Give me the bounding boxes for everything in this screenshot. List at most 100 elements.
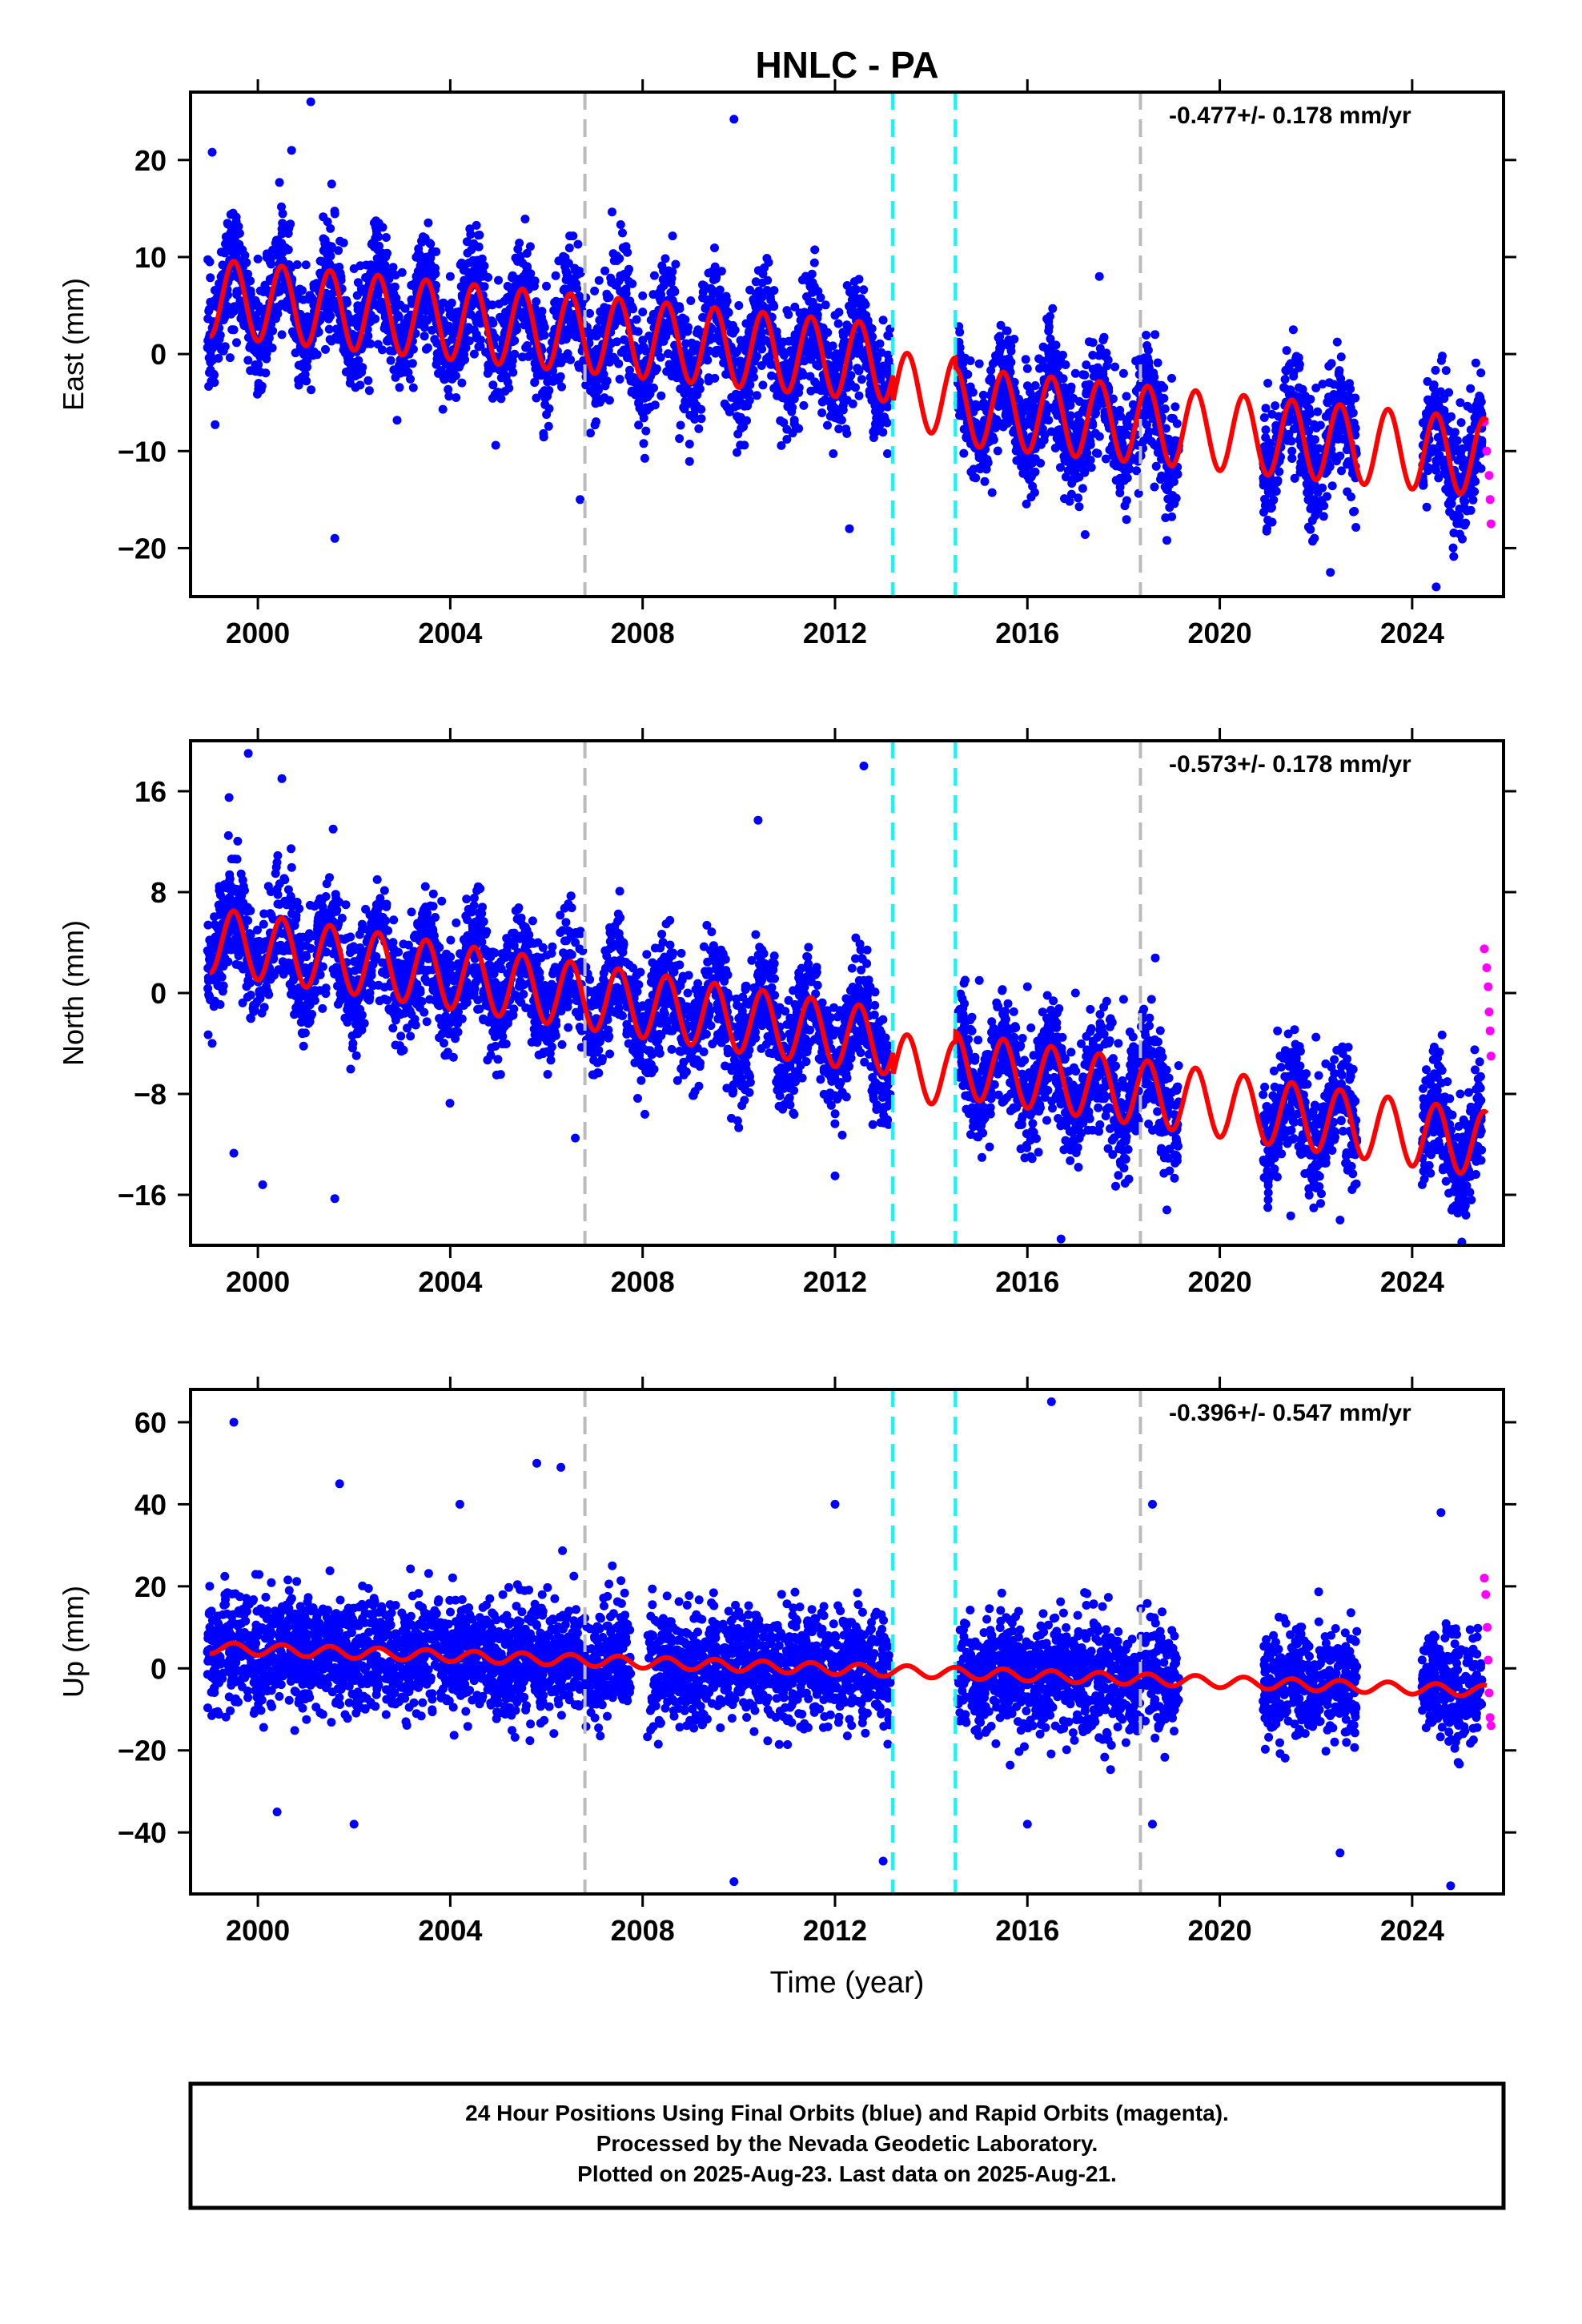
east-final-point: [641, 426, 651, 436]
east-final-point: [1282, 366, 1291, 376]
east-final-point: [1060, 494, 1069, 504]
east-final-point: [829, 449, 838, 458]
east-final-point: [1091, 364, 1101, 374]
east-final-point: [791, 422, 801, 432]
east-final-point: [474, 231, 483, 240]
north-final-point: [751, 930, 761, 939]
east-final-point: [501, 372, 511, 381]
east-final-point: [810, 377, 820, 387]
east-final-point: [560, 258, 569, 267]
east-final-point: [757, 361, 766, 370]
east-final-point: [662, 367, 672, 376]
east-final-point: [620, 335, 629, 344]
east-final-point: [346, 365, 355, 375]
east-final-point: [634, 390, 644, 400]
east-final-point: [1468, 495, 1478, 505]
east-final-point: [1335, 451, 1345, 460]
east-y-tick-label: −20: [118, 532, 167, 565]
east-final-point: [205, 257, 215, 267]
east-final-point: [488, 319, 498, 328]
east-final-point: [833, 414, 842, 424]
east-final-point: [752, 289, 761, 299]
east-final-point: [1324, 392, 1334, 402]
east-final-point: [286, 219, 295, 229]
east-final-point: [1427, 395, 1436, 404]
east-final-point: [1327, 359, 1336, 368]
east-final-point: [733, 448, 741, 457]
east-final-point: [1260, 494, 1270, 504]
east-y-tick-label: 20: [135, 144, 167, 177]
east-final-point: [392, 416, 402, 425]
east-final-point: [604, 292, 614, 302]
east-final-point: [639, 413, 648, 423]
east-final-point: [600, 393, 609, 403]
east-final-point: [1455, 505, 1464, 513]
east-final-point: [567, 281, 576, 291]
east-final-point: [731, 348, 741, 358]
east-final-point: [436, 366, 446, 376]
east-final-point: [319, 234, 328, 243]
east-final-point: [302, 325, 311, 335]
east-final-point: [750, 300, 760, 309]
east-final-point: [661, 254, 670, 263]
east-final-point: [279, 284, 288, 294]
east-final-point: [1167, 469, 1177, 479]
east-final-point: [1284, 390, 1294, 400]
east-final-point: [448, 329, 458, 339]
east-final-point: [659, 336, 669, 346]
east-final-point: [1022, 406, 1031, 416]
east-final-point: [778, 337, 788, 347]
east-final-point: [229, 325, 239, 335]
east-final-point: [710, 373, 720, 383]
east-final-point: [203, 314, 213, 324]
east-final-point: [325, 279, 335, 289]
east-final-point: [373, 245, 383, 255]
east-final-point: [540, 331, 549, 340]
east-final-point: [1030, 454, 1040, 464]
east-final-point: [473, 268, 483, 278]
east-final-point: [510, 349, 520, 359]
east-final-point: [1164, 434, 1173, 444]
east-final-point: [685, 456, 694, 466]
east-final-point: [438, 404, 448, 414]
east-final-point: [538, 316, 547, 326]
east-final-point: [686, 296, 696, 305]
east-final-point: [381, 233, 391, 242]
east-final-point: [809, 342, 819, 352]
east-final-point: [469, 325, 479, 335]
east-final-point: [838, 405, 848, 415]
east-final-point: [685, 389, 695, 399]
east-final-point: [869, 427, 878, 436]
east-final-point: [206, 273, 215, 283]
east-final-point: [1288, 325, 1298, 335]
east-final-point: [711, 348, 721, 358]
east-final-point: [504, 384, 514, 393]
east-final-point: [540, 388, 549, 397]
east-final-point: [327, 179, 336, 189]
north-plot-area: [203, 741, 1496, 1245]
east-final-point: [817, 408, 827, 417]
east-final-point: [1266, 504, 1275, 513]
east-final-point: [1108, 394, 1118, 404]
east-final-point: [1460, 519, 1470, 529]
east-final-point: [710, 333, 719, 343]
east-final-point: [1170, 499, 1179, 509]
east-panel: 2000 2004 2008 2012 2016 2020 2024−20−1001020E…: [57, 79, 1516, 649]
east-final-point: [243, 269, 252, 279]
east-final-point: [634, 420, 644, 430]
east-final-point: [1021, 355, 1030, 364]
east-final-point: [1122, 515, 1131, 525]
east-final-point: [991, 351, 1000, 360]
east-final-point: [396, 368, 405, 378]
east-final-point: [993, 446, 1002, 456]
east-final-point: [1030, 381, 1040, 390]
east-final-point: [806, 386, 816, 396]
east-final-point: [1006, 357, 1016, 367]
east-final-point: [1336, 389, 1346, 399]
east-final-point: [301, 260, 311, 270]
east-final-point: [253, 254, 263, 263]
east-final-point: [1094, 432, 1104, 441]
east-final-point: [883, 350, 893, 360]
east-final-point: [685, 440, 694, 448]
east-rapid-point: [1485, 495, 1495, 505]
